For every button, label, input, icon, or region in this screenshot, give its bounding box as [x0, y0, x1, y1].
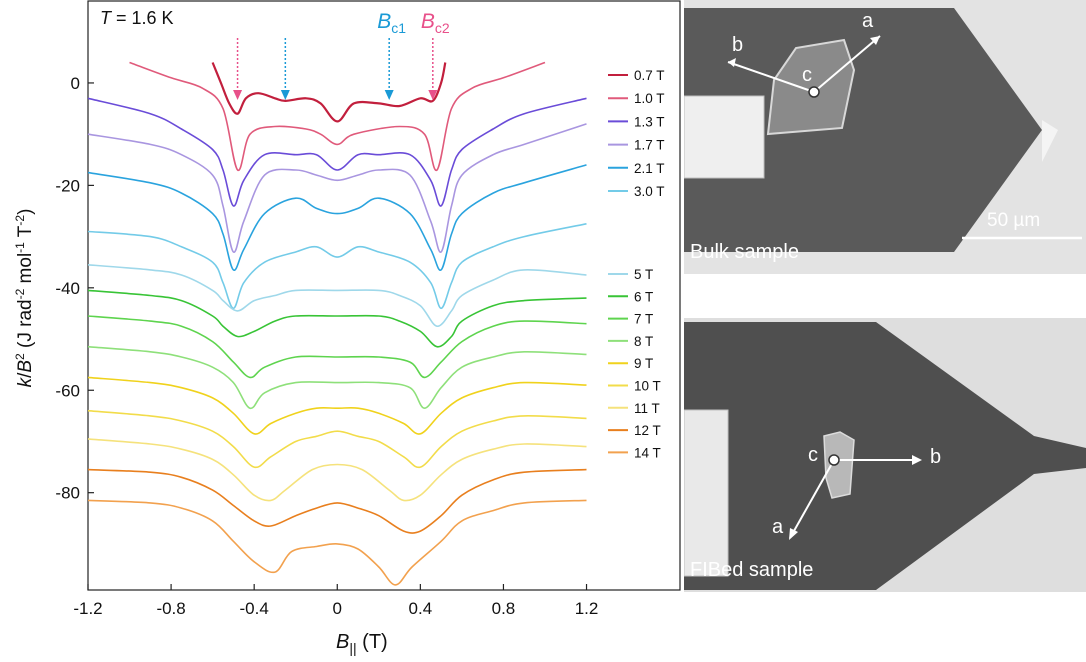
cantilever: [684, 322, 1086, 590]
legend-entry: 6 T: [634, 289, 653, 304]
series-line-8-T: [87, 345, 587, 410]
x-tick-label: -0.4: [240, 599, 269, 618]
series-line-7-T: [87, 315, 587, 379]
window-cutout: [684, 409, 729, 577]
arrowhead-b: [912, 455, 922, 465]
legend-entry: 8 T: [634, 334, 653, 349]
y-tick-label: -40: [55, 279, 80, 298]
x-tick-label: 0.8: [492, 599, 516, 618]
y-tick-label: -20: [55, 176, 80, 195]
axis-label-c: c: [802, 64, 812, 86]
axis-label-b: b: [732, 34, 744, 56]
x-axis-label: B|| (T): [336, 631, 388, 656]
fibed-sample-drawing: [684, 318, 1086, 592]
axis-origin-c: [828, 454, 840, 466]
marker-label-Bc2: Bc2: [421, 10, 450, 36]
legend-entry: 7 T: [634, 312, 653, 327]
arrowhead-b: [728, 58, 736, 67]
marker-arrowhead-Bc2: [233, 90, 243, 100]
cantilever-tip: [1042, 120, 1058, 162]
series-line-5-T: [87, 264, 587, 327]
legend-entry: 3.0 T: [634, 184, 665, 199]
marker-arrowhead-Bc1: [280, 90, 290, 100]
legend-entry: 1.0 T: [634, 91, 665, 106]
axis-label-b: b: [930, 446, 942, 468]
cantilever: [684, 8, 1042, 252]
marker-arrowhead-Bc2: [428, 90, 438, 100]
axis-label-a: a: [862, 10, 874, 32]
series-line-1-0-T: [129, 61, 546, 171]
bulk-sample-image: a b c 50 µm Bulk sample: [684, 0, 1086, 274]
axis-label-a: a: [772, 516, 784, 538]
series-line-12-T: [87, 468, 587, 534]
temperature-annotation: T = 1.6 K: [100, 8, 174, 28]
legend-entry: 2.1 T: [634, 161, 665, 176]
legend-entry: 14 T: [634, 445, 661, 460]
axis-arrow-b: [727, 61, 815, 93]
x-tick-label: 1.2: [575, 599, 599, 618]
legend-entry: 10 T: [634, 379, 661, 394]
x-tick-label: -0.8: [156, 599, 185, 618]
series-line-1-3-T: [87, 97, 587, 207]
series-line-1-7-T: [87, 123, 587, 253]
series-line-6-T: [87, 289, 587, 348]
tick-layer: -1.2 -0.8 -0.4 0 0.4 0.8 1.2 0 -20 -40 -60 -80: [55, 74, 598, 618]
legend: 0.7 T 1.0 T 1.3 T 1.7 T 2.1 T 3.0 T 5 T 6 T 7 T 8…: [608, 68, 665, 460]
y-tick-label: -60: [55, 381, 80, 400]
series-line-10-T: [87, 409, 587, 469]
series-line-9-T: [87, 376, 587, 435]
window-cutout: [684, 95, 765, 179]
scale-bar-label: 50 µm: [987, 210, 1041, 231]
legend-entry: 0.7 T: [634, 68, 665, 83]
axis-arrow-a: [813, 35, 881, 93]
x-tick-label: -1.2: [73, 599, 102, 618]
legend-entry: 11 T: [634, 401, 660, 416]
bulk-crystal: [766, 38, 856, 136]
y-axis-label: k/B2 (J rad-2 mol-1 T-2): [13, 209, 36, 388]
y-tick-label: 0: [71, 74, 80, 93]
y-tick-label: -80: [55, 484, 80, 503]
series-line-0-7-T: [211, 62, 447, 123]
arrowhead-a: [870, 36, 880, 45]
x-tick-label: 0.4: [409, 599, 433, 618]
legend-entry: 9 T: [634, 356, 653, 371]
legend-entry: 1.7 T: [634, 138, 665, 153]
series-line-2-1-T: [87, 164, 587, 271]
legend-entry: 12 T: [634, 423, 661, 438]
x-tick-label: 0: [333, 599, 342, 618]
fibed-caption: FIBed sample: [690, 559, 814, 581]
fibed-sample-image: c b a FIBed sample: [684, 318, 1086, 592]
arrowhead-a: [789, 528, 798, 540]
axis-label-c: c: [808, 444, 818, 466]
series-line-14-T: [87, 499, 587, 586]
series-line-11-T: [87, 438, 587, 502]
thermal-conductivity-chart: -1.2 -0.8 -0.4 0 0.4 0.8 1.20-20-40-60-80 Bc1 B…: [13, 0, 681, 656]
bulk-sample-drawing: [684, 0, 1086, 274]
legend-entry: 1.3 T: [634, 114, 665, 129]
plot-frame: [87, 0, 681, 591]
marker-label-Bc1: Bc1: [377, 10, 406, 36]
fibed-crystal: [823, 431, 855, 499]
bulk-caption: Bulk sample: [690, 241, 799, 263]
legend-entry: 5 T: [634, 267, 653, 282]
marker-arrowhead-Bc1: [384, 90, 394, 100]
axis-arrow-a: [789, 459, 835, 539]
series-layer: [87, 61, 587, 586]
marker-layer: Bc1 Bc2: [233, 10, 450, 100]
axis-origin-c: [808, 86, 820, 98]
series-line-3-0-T: [87, 223, 587, 310]
